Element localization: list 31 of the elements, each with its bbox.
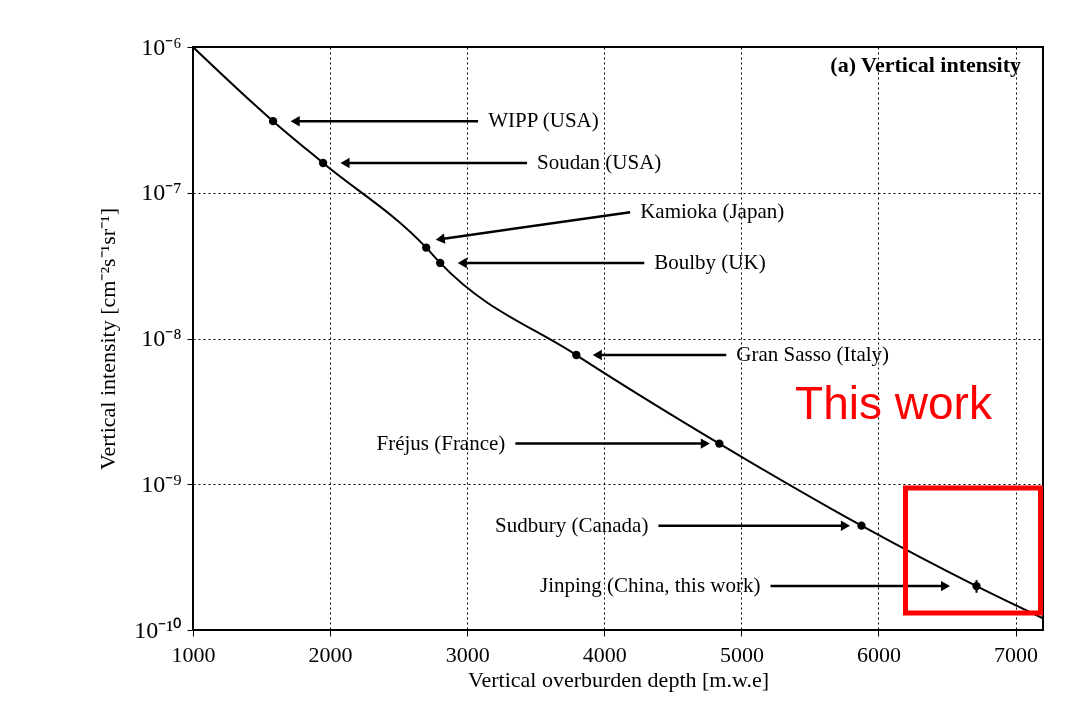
point [422,243,431,252]
x-axis-title: Vertical overburden depth [m.w.e] [468,666,769,692]
x-tick-label: 1000 [171,641,216,667]
annotation: Kamioka (Japan) [640,199,785,224]
x-tick-label: 7000 [994,641,1039,667]
x-tick-label: 6000 [856,641,901,667]
annotation: Fréjus (France) [376,430,506,455]
y-tick-label: 10⁻¹⁰ [134,616,182,643]
point [436,258,445,268]
annotation: WIPP (USA) [488,108,599,133]
y-tick-label: 10⁻⁶ [141,33,182,60]
point [572,350,581,360]
annotation: Soudan (USA) [537,150,662,174]
x-tick-label: 5000 [719,641,764,667]
x-tick-label: 3000 [445,641,490,667]
x-tick-label: 2000 [308,641,353,667]
chart-title: (a) Vertical intensity [830,52,1022,77]
x-tick-label: 4000 [582,641,627,667]
y-tick-label: 10⁻⁸ [141,325,182,351]
point [318,158,328,168]
y-axis-title: Vertical intensity [cm⁻²s⁻¹sr⁻¹] [95,208,121,470]
point [715,439,724,448]
annotation: This work [795,377,993,430]
annotation: Boulby (UK) [654,249,766,274]
annotation: Sudbury (Canada) [495,512,649,537]
annotation: Gran Sasso (Italy) [736,342,890,367]
point [268,116,278,126]
y-tick-label: 10⁻⁷ [141,179,182,206]
y-tick-label: 10⁻⁹ [141,470,182,497]
annotation: Jinping (China, this work) [540,573,761,598]
point [857,521,866,530]
